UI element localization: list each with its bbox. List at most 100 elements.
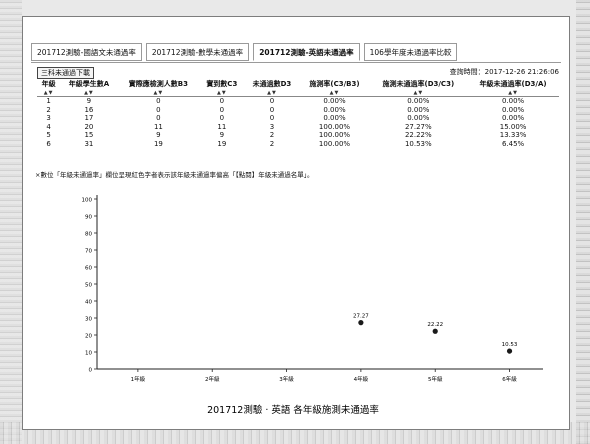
- cell-failed: 2: [269, 139, 275, 148]
- cell-test-fail-rate: 0.00%: [407, 97, 430, 105]
- sort-icon[interactable]: ▲▼: [467, 90, 559, 97]
- cell-grade: 1: [46, 97, 51, 105]
- cell-grade: 5: [46, 131, 51, 139]
- tab-year-comparison[interactable]: 106學年度未通過率比較: [363, 43, 458, 61]
- table-row: 4 20 11 11 3 100.00% 27.27% 15.00%: [37, 123, 559, 132]
- y-tick-label: 10: [85, 351, 92, 357]
- x-tick-label: 4年級: [354, 375, 369, 383]
- sort-icon[interactable]: ▲▼: [37, 90, 61, 97]
- toolbar: 三科未通過下載 查詢時間：2017-12-26 21:26:06: [37, 67, 559, 79]
- cell-grade: 2: [46, 105, 51, 114]
- cell-expected: 0: [156, 105, 161, 114]
- cell-grade-fail-rate: 0.00%: [501, 105, 525, 114]
- tab-chinese-fail-rate[interactable]: 201712測驗-國語文未通過率: [31, 43, 142, 61]
- chart-axes: 0 10 20 30 40 50 60 70 80 90 100 1年級 2年級 3年級 4年級 5年級 6年級: [82, 195, 543, 383]
- table-note: ×數位「年級未通過率」欄位呈現紅色字者表示該年級未通過率偏高「【點閱】年級未通過…: [35, 171, 314, 179]
- sort-controls-row: ▲▼ ▲▼ ▲▼ ▲▼ ▲▼ ▲▼ ▲▼ ▲▼: [37, 90, 559, 97]
- x-tick-label: 1年級: [131, 375, 146, 383]
- sort-icon[interactable]: ▲▼: [199, 90, 245, 97]
- tab-english-fail-rate[interactable]: 201712測驗-英語未通過率: [253, 43, 360, 61]
- cell-expected: 0: [156, 114, 161, 122]
- fail-rate-table: 年級 年級學生數A 實際應檢測人數B3 實到數C3 未通過數D3 施測率(C3/…: [37, 79, 559, 148]
- cell-test-fail-rate: 0.00%: [407, 114, 430, 122]
- scan-edge-right: [576, 0, 590, 444]
- cell-grade-fail-rate: 6.45%: [501, 139, 525, 148]
- tab-divider: [31, 62, 561, 63]
- cell-failed: 0: [269, 114, 275, 122]
- tab-math-fail-rate[interactable]: 201712測驗-數學未通過率: [145, 43, 250, 61]
- table-row: 2 16 0 0 0 0.00% 0.00% 0.00%: [37, 106, 559, 115]
- cell-students: 31: [84, 139, 94, 148]
- cell-expected: 11: [153, 122, 163, 131]
- chart-points: 27.27 22.22 10.53: [353, 314, 518, 354]
- data-label: 27.27: [353, 314, 369, 320]
- data-point: [506, 348, 513, 354]
- download-three-subjects-button[interactable]: 三科未通過下載: [37, 67, 94, 79]
- cell-expected: 9: [156, 131, 161, 139]
- fail-rate-chart: 0 10 20 30 40 50 60 70 80 90 100 1年級 2年級 3年級 4年級 5年級 6年級…: [82, 195, 543, 416]
- x-tick-label: 5年級: [428, 375, 443, 383]
- table-row: 3 17 0 0 0 0.00% 0.00% 0.00%: [37, 114, 559, 123]
- sort-icon[interactable]: ▲▼: [244, 90, 300, 97]
- cell-failed: 3: [269, 122, 275, 131]
- col-header-grade[interactable]: 年級: [41, 80, 56, 88]
- y-tick-label: 90: [85, 215, 92, 221]
- col-header-expected[interactable]: 實際應檢測人數B3: [128, 80, 189, 88]
- cell-grade-fail-rate: 13.33%: [499, 131, 527, 139]
- tab-bar: 201712測驗-國語文未通過率 201712測驗-數學未通過率 201712測…: [31, 43, 458, 63]
- col-header-test-fail-rate[interactable]: 施測未通過率(D3/C3): [382, 80, 455, 88]
- cell-test-fail-rate: 10.53%: [404, 139, 432, 148]
- cell-attended: 0: [219, 105, 225, 114]
- chart-title: 201712測驗 · 英語 各年級施測未通過率: [207, 404, 379, 416]
- data-label: 10.53: [502, 342, 518, 348]
- cell-test-rate: 0.00%: [323, 105, 346, 114]
- y-tick-label: 60: [85, 266, 92, 272]
- cell-grade: 3: [46, 114, 51, 122]
- table-row: 1 9 0 0 0 0.00% 0.00% 0.00%: [37, 97, 559, 106]
- cell-test-fail-rate: 22.22%: [404, 131, 432, 139]
- x-tick-label: 6年級: [502, 375, 517, 383]
- y-tick-label: 20: [85, 334, 92, 340]
- y-tick-label: 100: [82, 198, 93, 204]
- cell-test-rate: 100.00%: [318, 131, 351, 139]
- cell-failed: 0: [269, 97, 275, 105]
- cell-attended: 19: [217, 139, 227, 148]
- sort-icon[interactable]: ▲▼: [299, 90, 370, 97]
- data-point: [358, 320, 364, 326]
- y-tick-label: 80: [85, 232, 92, 238]
- data-point: [432, 328, 438, 334]
- sort-icon[interactable]: ▲▼: [369, 90, 468, 97]
- y-tick-label: 0: [89, 368, 93, 374]
- cell-test-fail-rate: 0.00%: [407, 105, 430, 114]
- col-header-grade-fail-rate[interactable]: 年級未通過率(D3/A): [479, 80, 547, 88]
- col-header-attended[interactable]: 實到數C3: [206, 80, 238, 88]
- cell-grade: 6: [46, 139, 51, 148]
- report-panel: 201712測驗-國語文未通過率 201712測驗-數學未通過率 201712測…: [22, 16, 570, 430]
- y-tick-label: 50: [85, 283, 92, 289]
- sort-icon[interactable]: ▲▼: [117, 90, 200, 97]
- col-header-failed[interactable]: 未通過數D3: [252, 80, 292, 88]
- x-tick-label: 3年級: [279, 375, 294, 383]
- cell-grade-fail-rate: 15.00%: [499, 122, 527, 131]
- sort-icon[interactable]: ▲▼: [60, 90, 118, 97]
- table-header-row: 年級 年級學生數A 實際應檢測人數B3 實到數C3 未通過數D3 施測率(C3/…: [37, 79, 559, 90]
- cell-attended: 9: [219, 131, 225, 139]
- cell-students: 16: [84, 105, 94, 114]
- cell-students: 9: [86, 97, 92, 105]
- scan-edge-left: [0, 0, 22, 444]
- cell-failed: 0: [269, 105, 275, 114]
- col-header-students[interactable]: 年級學生數A: [68, 80, 110, 88]
- data-label: 22.22: [427, 322, 443, 328]
- cell-test-fail-rate: 27.27%: [404, 122, 432, 131]
- cell-students: 20: [84, 122, 94, 131]
- x-tick-label: 2年級: [205, 375, 220, 383]
- cell-grade-fail-rate: 0.00%: [501, 97, 525, 105]
- table-row: 6 31 19 19 2 100.00% 10.53% 6.45%: [37, 140, 559, 149]
- table-row: 5 15 9 9 2 100.00% 22.22% 13.33%: [37, 131, 559, 140]
- cell-test-rate: 100.00%: [318, 139, 351, 148]
- col-header-test-rate[interactable]: 施測率(C3/B3): [309, 80, 360, 88]
- cell-test-rate: 100.00%: [318, 122, 351, 131]
- query-time: 查詢時間：2017-12-26 21:26:06: [449, 68, 559, 76]
- cell-attended: 0: [219, 97, 225, 105]
- cell-grade-fail-rate: 0.00%: [501, 114, 525, 122]
